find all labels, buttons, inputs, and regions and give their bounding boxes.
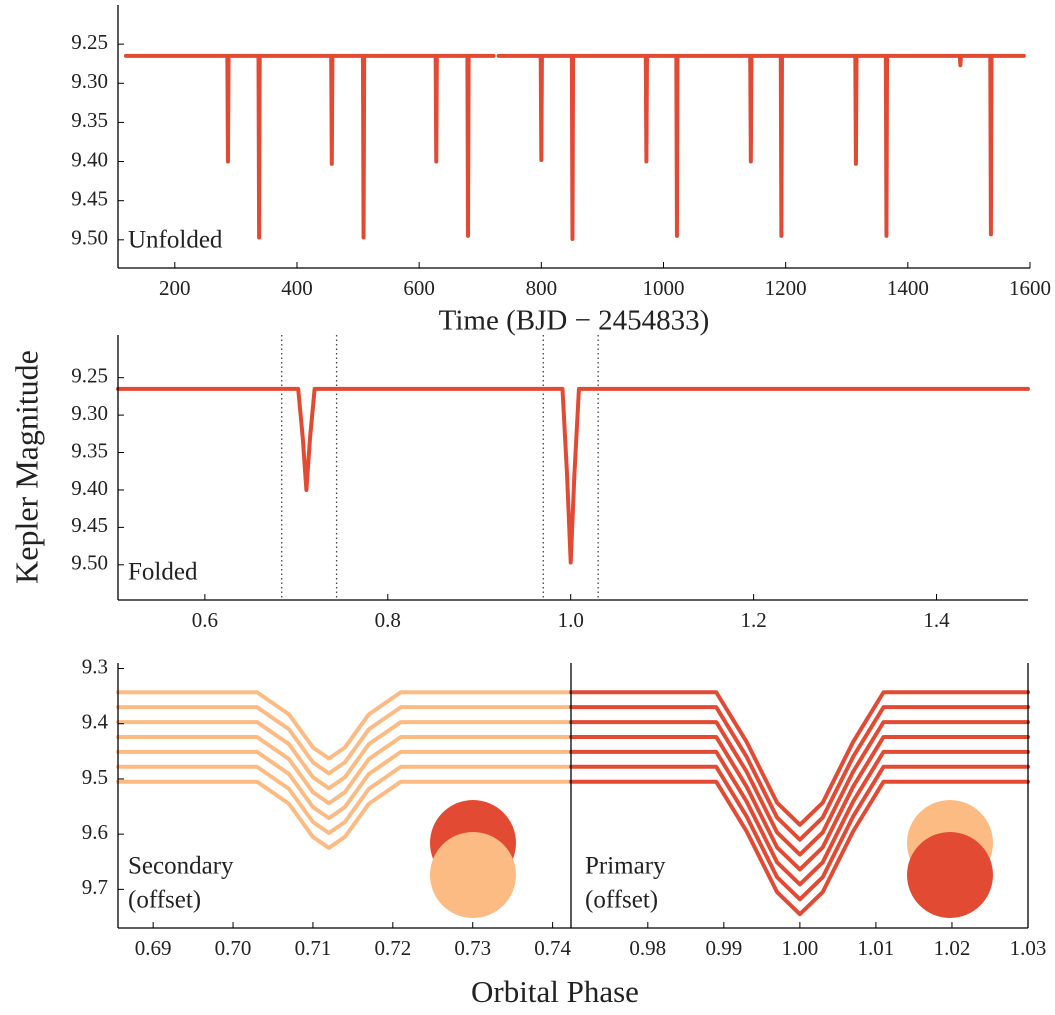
y-tick-label: 9.30 bbox=[71, 401, 108, 425]
x-tick-label: 600 bbox=[403, 276, 435, 300]
panel-label: (offset) bbox=[128, 887, 201, 914]
panel-label: Secondary bbox=[128, 853, 234, 880]
light-curve bbox=[116, 764, 573, 836]
x-tick-label: 400 bbox=[281, 276, 313, 300]
x-tick-label: 0.74 bbox=[534, 936, 571, 960]
light-curve bbox=[569, 764, 1030, 902]
x-tick-label: 0.69 bbox=[135, 936, 172, 960]
x-tick-label: 0.99 bbox=[705, 936, 742, 960]
x-tick-label: 1.00 bbox=[782, 936, 819, 960]
y-tick-label: 9.5 bbox=[82, 765, 108, 789]
x-tick-label: 1600 bbox=[1009, 276, 1051, 300]
y-tick-label: 9.40 bbox=[71, 147, 108, 171]
light-curve bbox=[116, 734, 573, 806]
light-curve bbox=[569, 749, 1030, 887]
panel-label: Folded bbox=[128, 559, 198, 586]
y-tick-label: 9.4 bbox=[82, 710, 109, 734]
y-tick-label: 9.35 bbox=[71, 438, 108, 462]
y-tick-label: 9.45 bbox=[71, 186, 108, 210]
light-curve bbox=[116, 690, 573, 761]
light-curve bbox=[569, 734, 1030, 872]
light-curve bbox=[116, 749, 573, 821]
light-curve bbox=[569, 690, 1030, 827]
x-tick-label: 0.72 bbox=[374, 936, 411, 960]
x-tick-label: 1.2 bbox=[741, 608, 767, 632]
eclipse-icon bbox=[907, 832, 993, 918]
x-tick-label: 1000 bbox=[642, 276, 684, 300]
light-curve bbox=[569, 720, 1030, 857]
x-axis-label: Orbital Phase bbox=[471, 974, 639, 1009]
y-tick-label: 9.25 bbox=[71, 30, 108, 54]
x-tick-label: 1.0 bbox=[558, 608, 584, 632]
x-tick-label: 1400 bbox=[887, 276, 929, 300]
x-tick-label: 0.70 bbox=[215, 936, 252, 960]
x-tick-label: 1.4 bbox=[923, 608, 950, 632]
y-tick-label: 9.40 bbox=[71, 476, 108, 500]
y-tick-label: 9.30 bbox=[71, 69, 108, 93]
y-tick-label: 9.50 bbox=[71, 551, 108, 575]
panel-label: (offset) bbox=[585, 887, 658, 914]
y-tick-label: 9.3 bbox=[82, 654, 108, 678]
y-axis-label: Kepler Magnitude bbox=[8, 350, 44, 584]
y-tick-label: 9.25 bbox=[71, 363, 108, 387]
light-curve bbox=[116, 386, 1030, 565]
x-tick-label: 1.03 bbox=[1010, 936, 1047, 960]
light-curve bbox=[123, 53, 1026, 242]
x-tick-label: 1200 bbox=[765, 276, 807, 300]
x-tick-label: 800 bbox=[526, 276, 558, 300]
x-tick-label: 0.6 bbox=[192, 608, 218, 632]
light-curve bbox=[569, 705, 1030, 842]
light-curve bbox=[116, 779, 573, 850]
x-tick-label: 200 bbox=[159, 276, 191, 300]
y-tick-label: 9.7 bbox=[82, 875, 108, 899]
x-tick-label: 0.73 bbox=[454, 936, 491, 960]
x-tick-label: 0.71 bbox=[295, 936, 332, 960]
eclipse-icon bbox=[430, 832, 516, 918]
x-tick-label: 1.01 bbox=[858, 936, 895, 960]
x-tick-label: 0.98 bbox=[629, 936, 666, 960]
panel-label: Unfolded bbox=[128, 227, 223, 254]
y-tick-label: 9.45 bbox=[71, 513, 108, 537]
x-tick-label: 0.8 bbox=[375, 608, 401, 632]
x-axis-label: Time (BJD − 2454833) bbox=[439, 305, 710, 337]
x-tick-label: 1.02 bbox=[934, 936, 971, 960]
y-tick-label: 9.6 bbox=[82, 820, 108, 844]
y-tick-label: 9.50 bbox=[71, 226, 108, 250]
panel-label: Primary bbox=[585, 853, 666, 880]
light-curve bbox=[569, 779, 1030, 917]
y-tick-label: 9.35 bbox=[71, 108, 108, 132]
light-curve bbox=[116, 720, 573, 791]
light-curve bbox=[116, 705, 573, 776]
